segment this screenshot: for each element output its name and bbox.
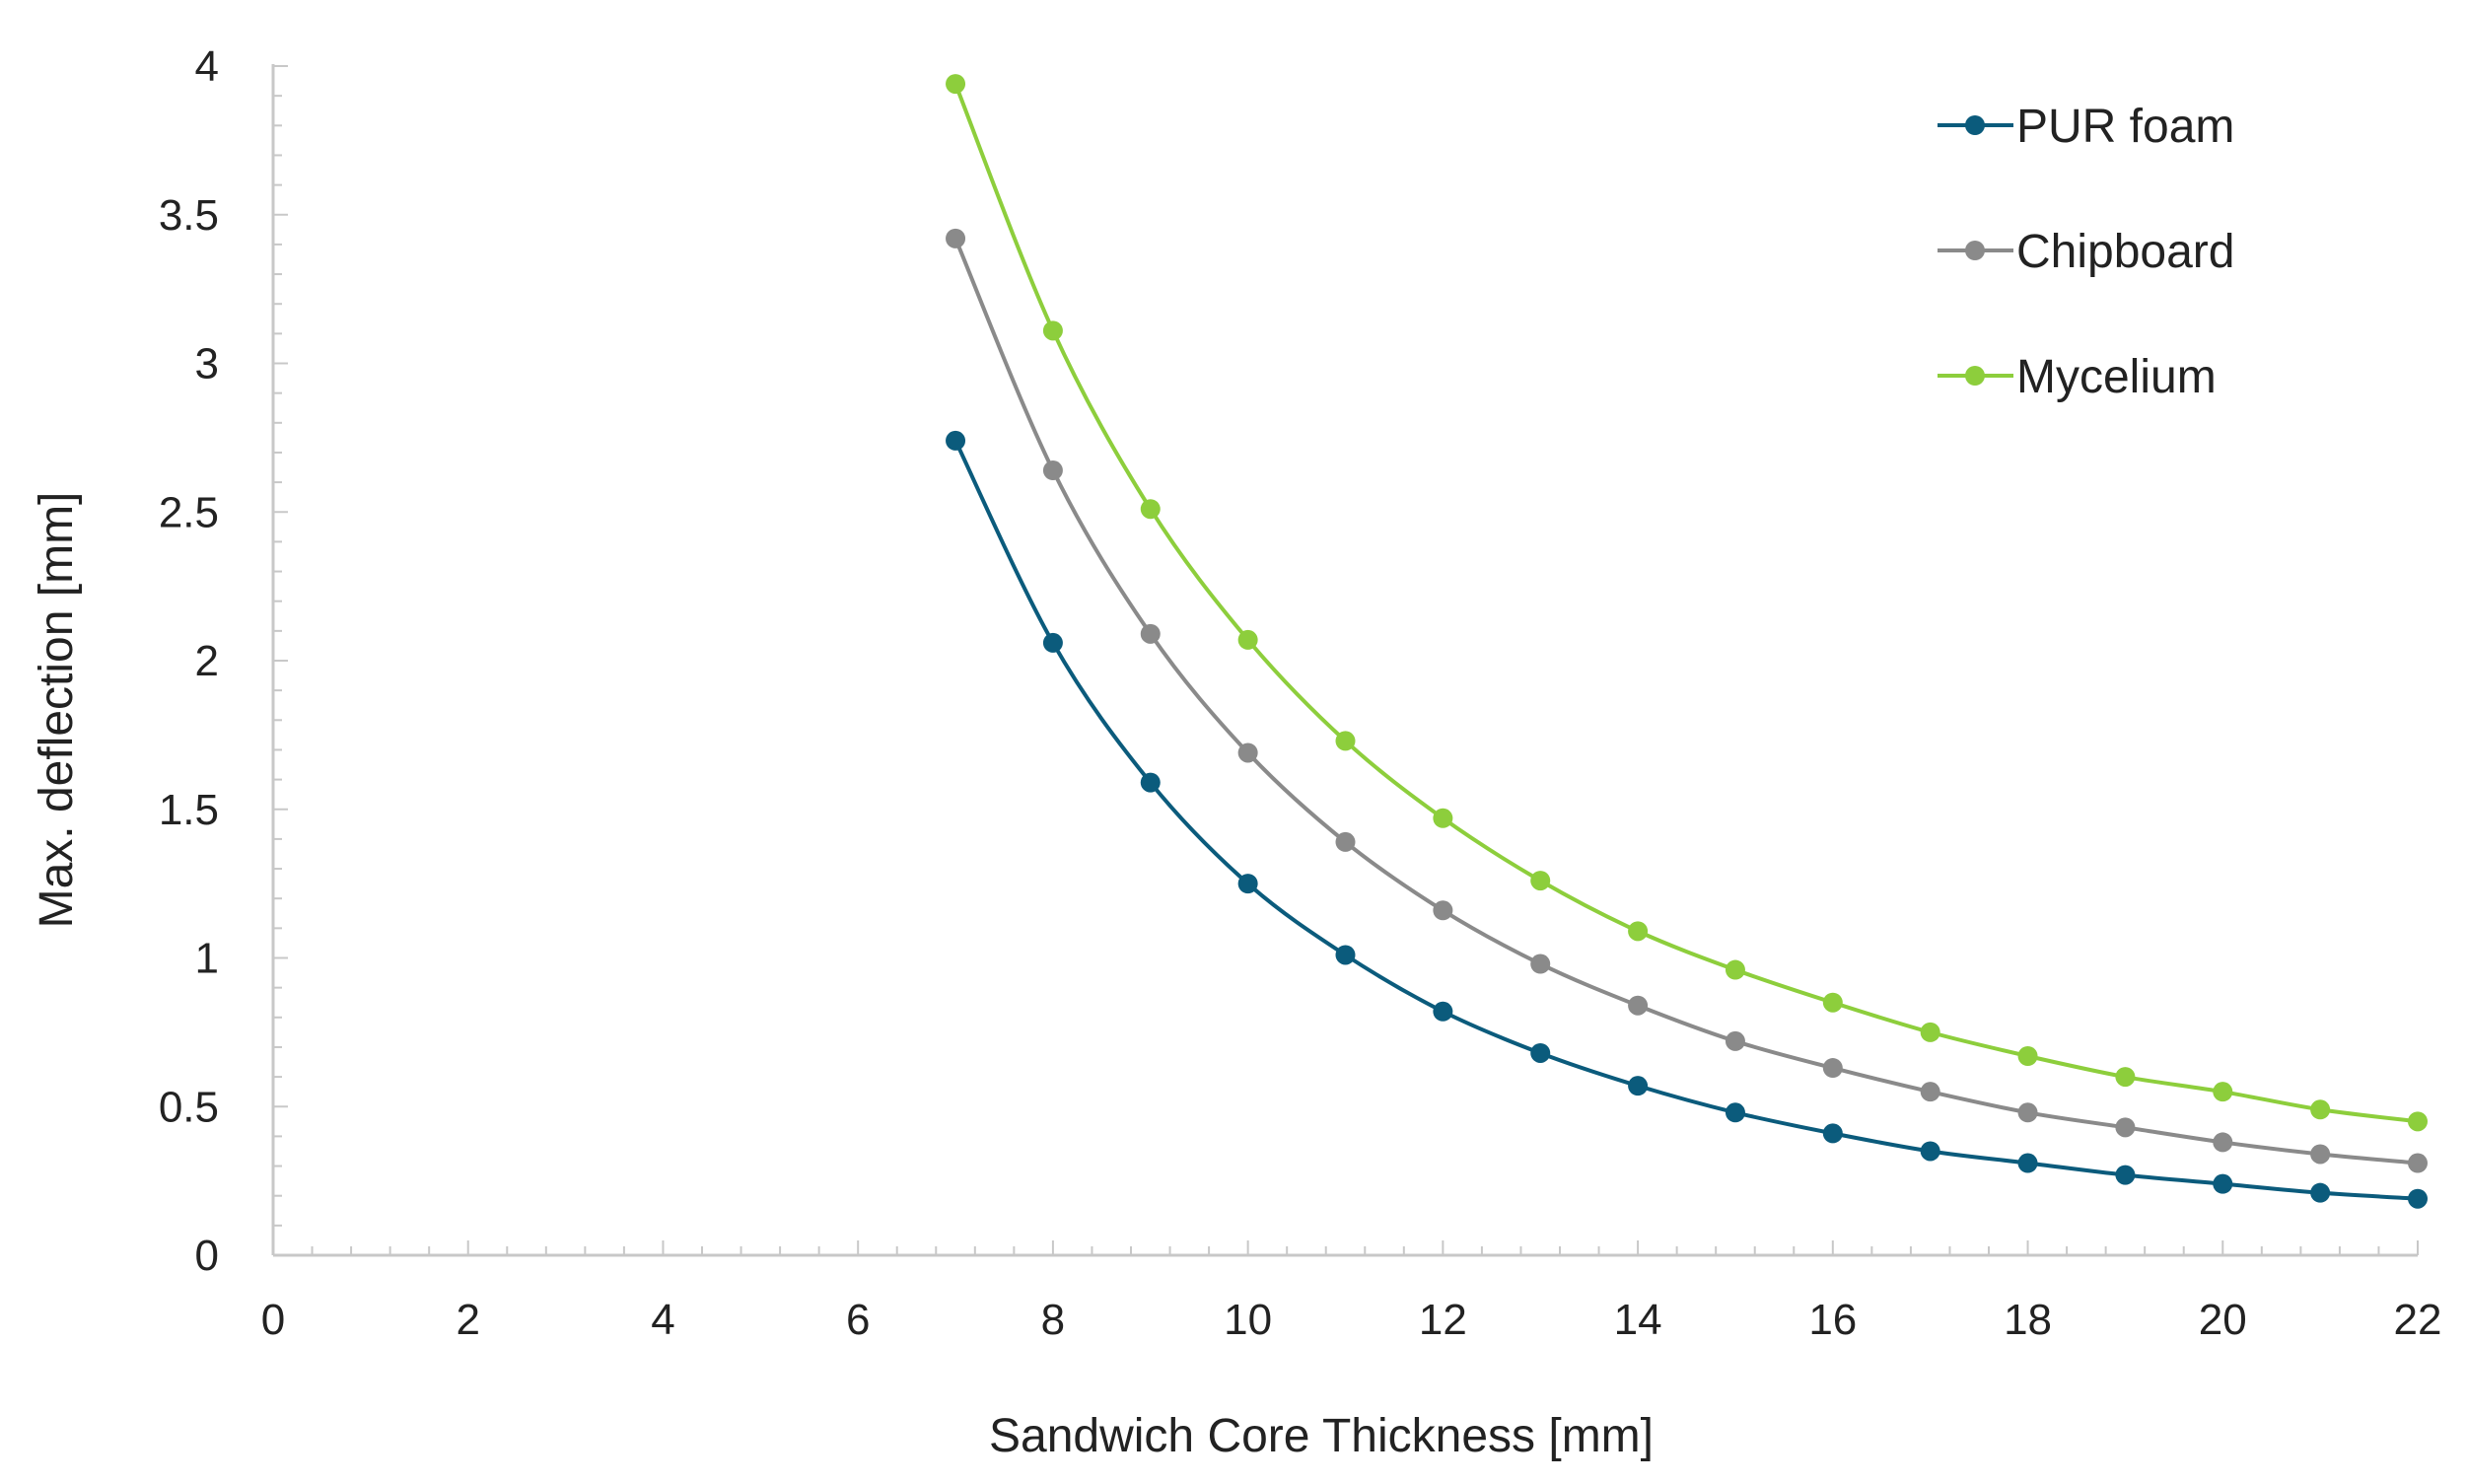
data-point-pur-foam	[1725, 1102, 1745, 1123]
data-point-chipboard	[1920, 1082, 1940, 1102]
y-tick-label: 0.5	[159, 1083, 219, 1131]
data-point-chipboard	[2408, 1153, 2428, 1173]
legend-swatch-marker	[1965, 366, 1985, 386]
data-point-pur-foam	[1822, 1123, 1843, 1144]
legend-item-chipboard: Chipboard	[1938, 226, 2234, 278]
data-point-mycelium	[2310, 1099, 2331, 1120]
data-point-mycelium	[1725, 959, 1745, 980]
legend-item-pur-foam: PUR foam	[1938, 101, 2234, 153]
series-mycelium	[946, 74, 2428, 1132]
x-tick-label: 2	[456, 1296, 479, 1344]
y-tick-label: 0	[195, 1232, 219, 1280]
data-point-chipboard	[1042, 460, 1063, 481]
data-point-mycelium	[1140, 499, 1161, 520]
y-axis: 0 0.5 1 1.5 2 2.5 3 3.5 4	[159, 42, 288, 1280]
data-point-mycelium	[1822, 992, 1843, 1013]
x-tick-label: 8	[1041, 1296, 1065, 1344]
y-tick-label: 1.5	[159, 786, 219, 834]
series-pur-foam	[946, 430, 2428, 1209]
data-point-pur-foam	[1530, 1042, 1551, 1063]
legend-item-mycelium: Mycelium	[1938, 351, 2217, 403]
data-point-chipboard	[2213, 1132, 2233, 1153]
data-point-pur-foam	[1433, 1001, 1453, 1022]
data-point-chipboard	[1237, 742, 1258, 763]
data-point-mycelium	[2017, 1045, 2038, 1066]
series-chipboard	[946, 228, 2428, 1173]
data-point-pur-foam	[1335, 945, 1356, 965]
x-tick-label: 22	[2394, 1296, 2442, 1344]
y-axis-title: Max. deflection [mm]	[31, 492, 83, 929]
y-tick-label: 3.5	[159, 191, 219, 240]
x-tick-label: 6	[846, 1296, 870, 1344]
data-point-chipboard	[1335, 831, 1356, 852]
data-point-mycelium	[1335, 731, 1356, 751]
series-line-pur-foam	[953, 440, 2419, 1201]
data-point-mycelium	[2213, 1082, 2233, 1102]
x-tick-label: 18	[2004, 1296, 2052, 1344]
x-axis: 0 2 4 6 8 10 12 14 16 18 20 22	[261, 1240, 2442, 1344]
data-point-pur-foam	[1140, 772, 1161, 793]
data-point-pur-foam	[2310, 1182, 2331, 1203]
x-tick-label: 16	[1808, 1296, 1857, 1344]
data-point-chipboard	[2017, 1102, 2038, 1123]
x-tick-label: 10	[1224, 1296, 1272, 1344]
data-point-mycelium	[1042, 320, 1063, 341]
data-point-pur-foam	[946, 430, 966, 451]
legend-label: Chipboard	[2016, 226, 2234, 278]
data-point-pur-foam	[2115, 1165, 2136, 1185]
legend-swatch-marker	[1965, 115, 1985, 135]
y-tick-label: 4	[195, 42, 219, 91]
y-tick-label: 2.5	[159, 488, 219, 536]
data-point-chipboard	[1433, 900, 1453, 921]
data-point-chipboard	[1140, 623, 1161, 644]
data-point-chipboard	[2310, 1144, 2331, 1165]
data-point-chipboard	[1822, 1058, 1843, 1079]
legend: PUR foam Chipboard Mycelium	[1938, 101, 2234, 403]
data-point-pur-foam	[2213, 1173, 2233, 1194]
x-tick-label: 0	[261, 1296, 285, 1344]
y-tick-label: 1	[195, 935, 219, 983]
data-point-chipboard	[946, 228, 966, 248]
x-tick-label: 4	[651, 1296, 674, 1344]
x-tick-label: 14	[1614, 1296, 1662, 1344]
data-point-mycelium	[1433, 808, 1453, 828]
x-axis-title: Sandwich Core Thickness [mm]	[989, 1410, 1654, 1462]
data-point-mycelium	[1237, 629, 1258, 650]
data-point-mycelium	[1920, 1022, 1940, 1042]
data-point-pur-foam	[1237, 874, 1258, 894]
data-point-pur-foam	[1920, 1141, 1940, 1162]
data-point-chipboard	[1725, 1030, 1745, 1051]
data-point-pur-foam	[2017, 1153, 2038, 1173]
data-point-mycelium	[946, 74, 966, 95]
legend-label: Mycelium	[2016, 351, 2217, 403]
data-point-pur-foam	[2408, 1188, 2428, 1209]
y-tick-label: 3	[195, 340, 219, 389]
legend-label: PUR foam	[2016, 101, 2234, 153]
y-tick-label: 2	[195, 637, 219, 685]
x-tick-label: 20	[2199, 1296, 2247, 1344]
data-point-chipboard	[2115, 1117, 2136, 1138]
data-point-mycelium	[1530, 871, 1551, 891]
data-point-pur-foam	[1042, 632, 1063, 653]
data-point-mycelium	[2408, 1111, 2428, 1132]
x-tick-label: 12	[1419, 1296, 1467, 1344]
legend-swatch-marker	[1965, 241, 1985, 260]
data-point-mycelium	[1628, 921, 1649, 942]
data-point-chipboard	[1530, 954, 1551, 974]
series-plot-area	[946, 74, 2428, 1209]
data-point-chipboard	[1628, 995, 1649, 1016]
data-point-pur-foam	[1628, 1076, 1649, 1096]
data-point-mycelium	[2115, 1067, 2136, 1088]
